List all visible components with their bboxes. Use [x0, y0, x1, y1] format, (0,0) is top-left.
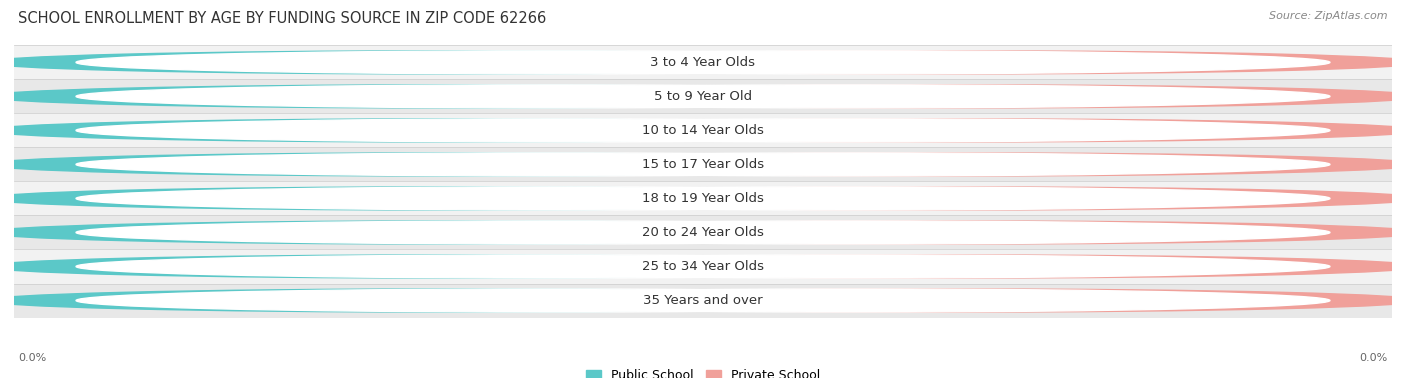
- Bar: [14, 181, 1392, 215]
- Text: 25 to 34 Year Olds: 25 to 34 Year Olds: [643, 260, 763, 273]
- Circle shape: [392, 255, 1330, 278]
- Text: 0.0%: 0.0%: [18, 353, 46, 363]
- Circle shape: [392, 289, 1330, 312]
- Bar: [456, 255, 544, 278]
- Bar: [544, 255, 862, 278]
- Bar: [14, 113, 1392, 147]
- Text: 35 Years and over: 35 Years and over: [643, 294, 763, 307]
- Bar: [14, 45, 1392, 79]
- Circle shape: [0, 289, 924, 312]
- Bar: [862, 289, 950, 312]
- Text: 0.0%: 0.0%: [891, 296, 921, 305]
- Bar: [456, 221, 544, 244]
- Circle shape: [482, 221, 1406, 244]
- Bar: [544, 51, 862, 74]
- Text: 0.0%: 0.0%: [891, 125, 921, 135]
- Bar: [544, 289, 862, 312]
- Bar: [456, 51, 544, 74]
- Circle shape: [76, 187, 1014, 210]
- Text: 0.0%: 0.0%: [1360, 353, 1388, 363]
- Bar: [862, 119, 950, 142]
- Bar: [456, 119, 544, 142]
- Text: 0.0%: 0.0%: [485, 228, 515, 237]
- Bar: [14, 249, 1392, 284]
- Circle shape: [482, 85, 1406, 108]
- Bar: [456, 153, 544, 176]
- Circle shape: [76, 289, 1014, 312]
- Text: 0.0%: 0.0%: [485, 91, 515, 101]
- Circle shape: [0, 119, 924, 142]
- Circle shape: [0, 221, 924, 244]
- Legend: Public School, Private School: Public School, Private School: [581, 364, 825, 378]
- Bar: [862, 85, 950, 108]
- Bar: [544, 187, 862, 210]
- Circle shape: [482, 255, 1406, 278]
- Bar: [862, 51, 950, 74]
- Bar: [14, 79, 1392, 113]
- Circle shape: [482, 119, 1406, 142]
- Circle shape: [0, 153, 924, 176]
- Bar: [456, 289, 544, 312]
- Text: 0.0%: 0.0%: [485, 296, 515, 305]
- Circle shape: [392, 85, 1330, 108]
- Text: 10 to 14 Year Olds: 10 to 14 Year Olds: [643, 124, 763, 137]
- Bar: [862, 153, 950, 176]
- Bar: [862, 255, 950, 278]
- Bar: [14, 215, 1392, 249]
- Bar: [14, 284, 1392, 318]
- Circle shape: [0, 187, 924, 210]
- Circle shape: [392, 119, 1330, 142]
- Text: 5 to 9 Year Old: 5 to 9 Year Old: [654, 90, 752, 103]
- Text: 0.0%: 0.0%: [891, 57, 921, 67]
- Text: 0.0%: 0.0%: [485, 57, 515, 67]
- Bar: [544, 85, 862, 108]
- Circle shape: [76, 85, 1014, 108]
- Circle shape: [76, 255, 1014, 278]
- Circle shape: [482, 289, 1406, 312]
- Text: SCHOOL ENROLLMENT BY AGE BY FUNDING SOURCE IN ZIP CODE 62266: SCHOOL ENROLLMENT BY AGE BY FUNDING SOUR…: [18, 11, 547, 26]
- Text: 3 to 4 Year Olds: 3 to 4 Year Olds: [651, 56, 755, 69]
- Bar: [456, 85, 544, 108]
- Text: 0.0%: 0.0%: [485, 194, 515, 203]
- Bar: [544, 119, 862, 142]
- Text: 18 to 19 Year Olds: 18 to 19 Year Olds: [643, 192, 763, 205]
- Bar: [862, 221, 950, 244]
- Circle shape: [0, 85, 924, 108]
- Text: 0.0%: 0.0%: [485, 125, 515, 135]
- Text: 0.0%: 0.0%: [891, 228, 921, 237]
- Circle shape: [76, 51, 1014, 74]
- Text: 15 to 17 Year Olds: 15 to 17 Year Olds: [643, 158, 763, 171]
- Bar: [14, 147, 1392, 181]
- Circle shape: [482, 187, 1406, 210]
- Circle shape: [76, 119, 1014, 142]
- Text: 20 to 24 Year Olds: 20 to 24 Year Olds: [643, 226, 763, 239]
- Circle shape: [482, 153, 1406, 176]
- Text: 0.0%: 0.0%: [891, 262, 921, 271]
- Circle shape: [482, 51, 1406, 74]
- Text: 0.0%: 0.0%: [891, 194, 921, 203]
- Circle shape: [76, 153, 1014, 176]
- Text: 0.0%: 0.0%: [891, 160, 921, 169]
- Circle shape: [76, 221, 1014, 244]
- Text: 0.0%: 0.0%: [485, 160, 515, 169]
- Bar: [544, 221, 862, 244]
- Circle shape: [0, 255, 924, 278]
- Circle shape: [392, 221, 1330, 244]
- Circle shape: [392, 187, 1330, 210]
- Bar: [456, 187, 544, 210]
- Circle shape: [0, 51, 924, 74]
- Text: 0.0%: 0.0%: [891, 91, 921, 101]
- Bar: [544, 153, 862, 176]
- Bar: [862, 187, 950, 210]
- Circle shape: [392, 153, 1330, 176]
- Text: Source: ZipAtlas.com: Source: ZipAtlas.com: [1270, 11, 1388, 21]
- Text: 0.0%: 0.0%: [485, 262, 515, 271]
- Circle shape: [392, 51, 1330, 74]
